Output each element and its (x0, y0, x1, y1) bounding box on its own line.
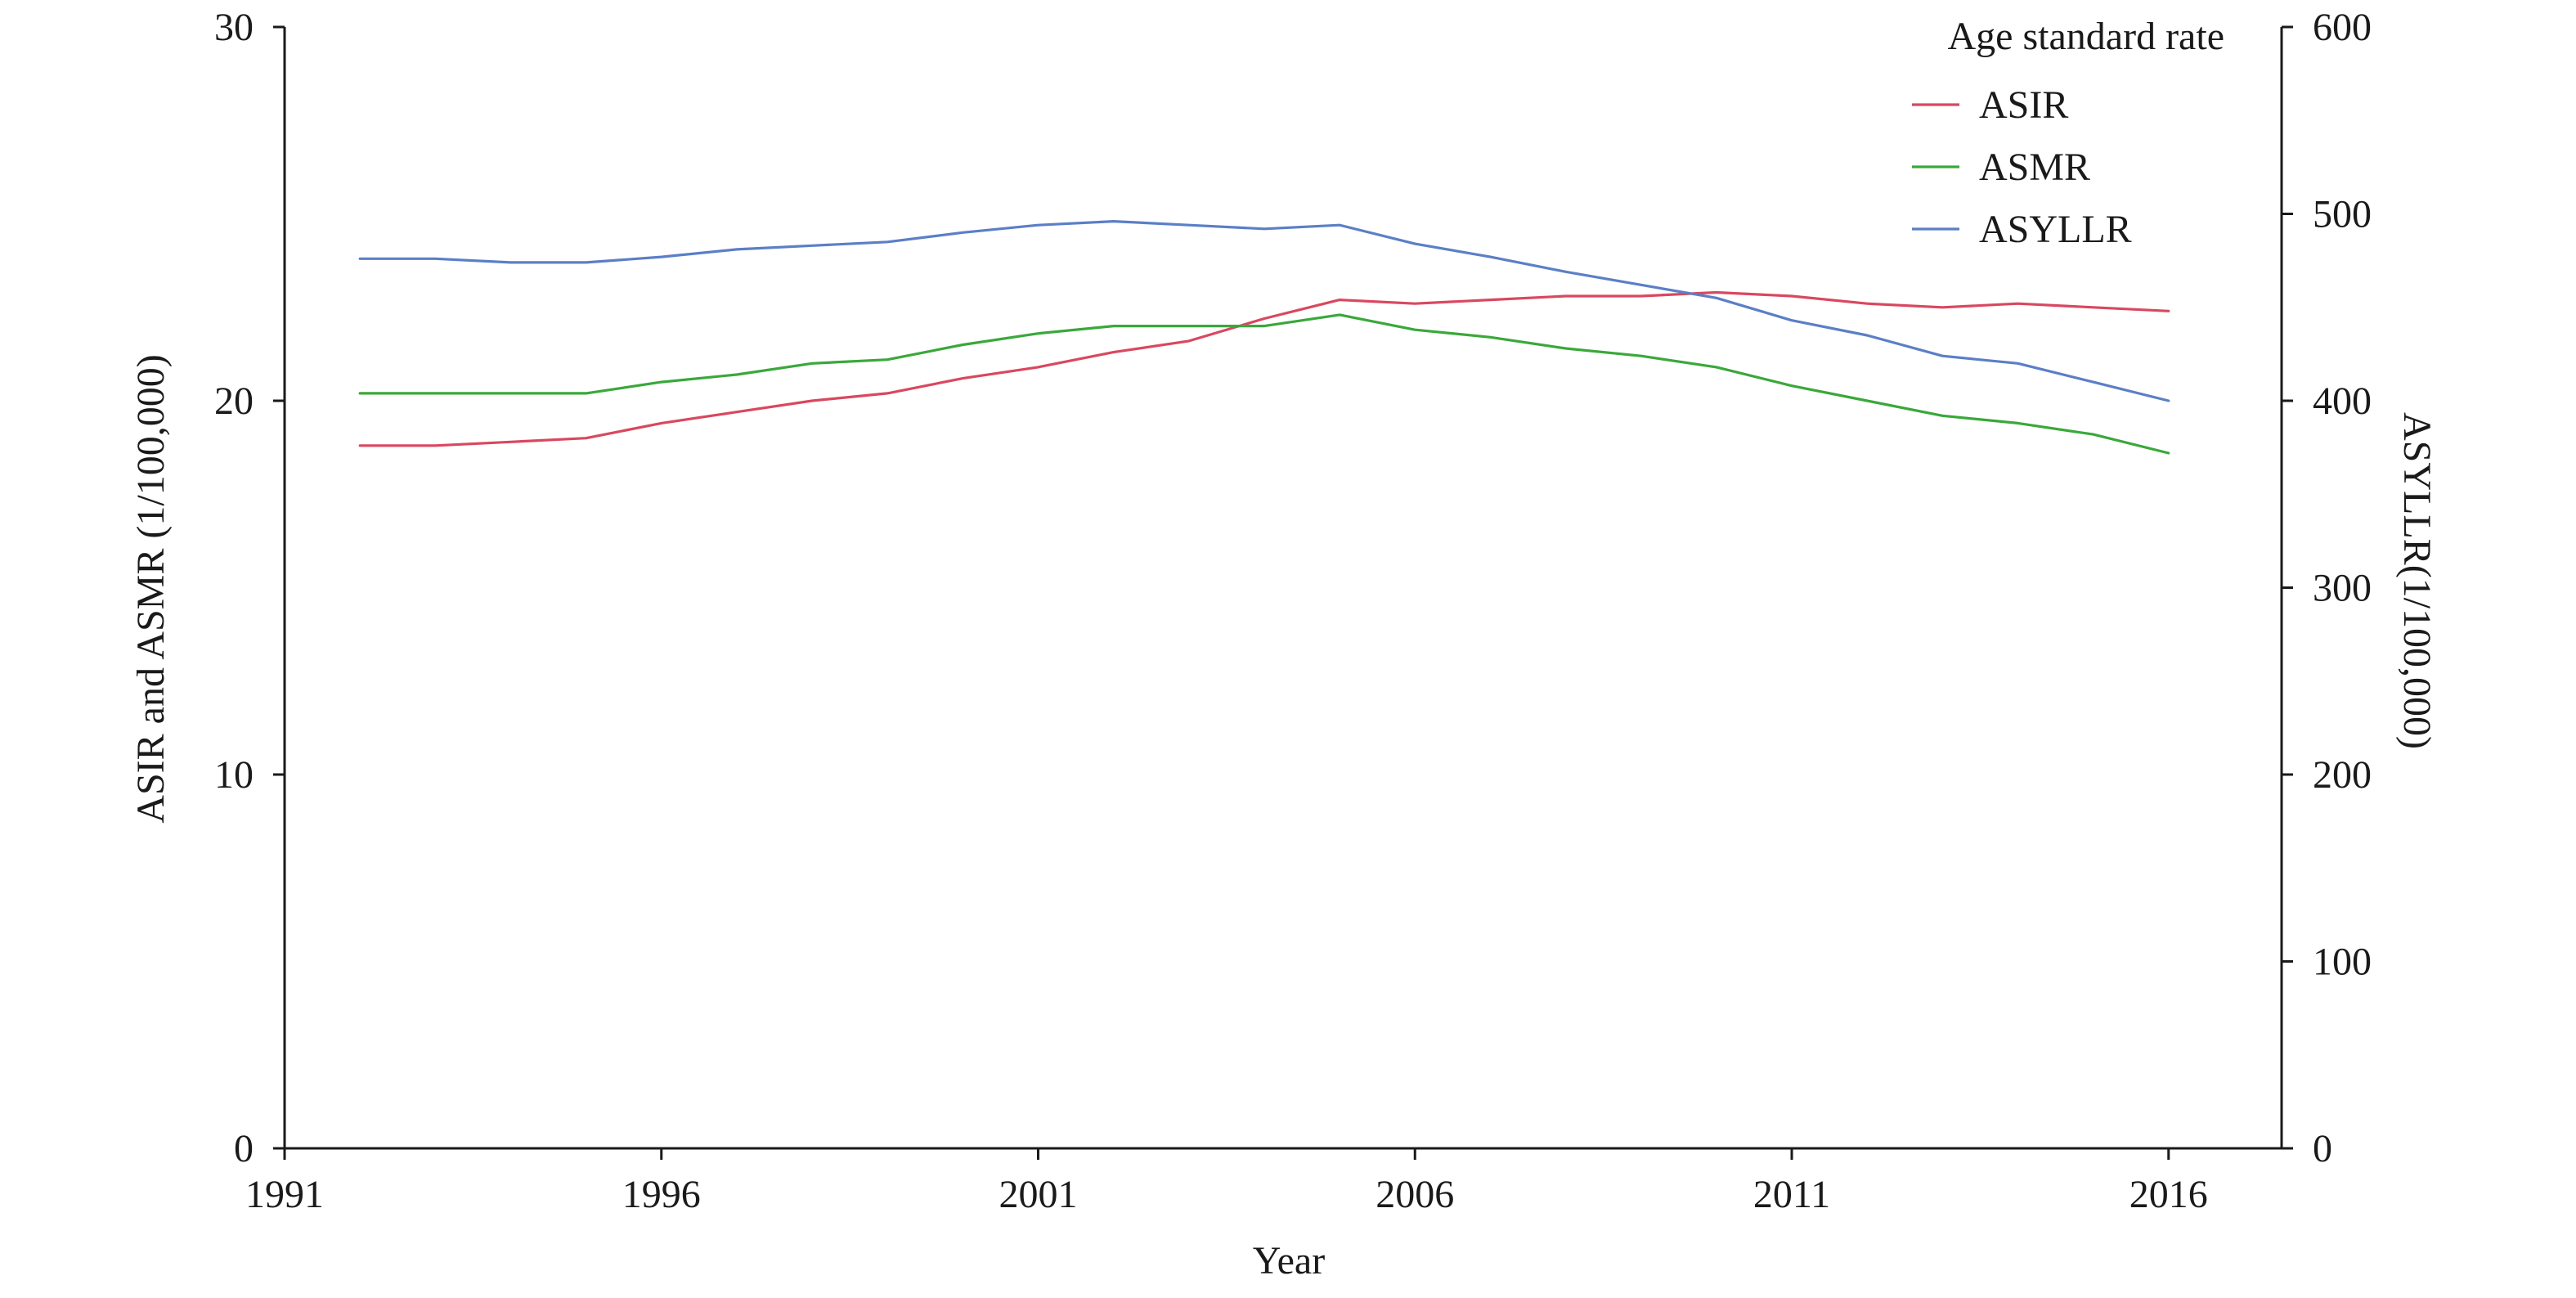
y-left-tick-label: 30 (214, 6, 254, 49)
x-tick-label: 2006 (1376, 1173, 1454, 1216)
y-right-axis-title: ASYLLR(1/100,000) (2395, 412, 2439, 749)
legend-label-asyllr: ASYLLR (1979, 208, 2132, 251)
y-right-tick-label: 600 (2313, 6, 2372, 49)
y-left-tick-label: 10 (214, 753, 254, 797)
series-line-asir (358, 290, 2170, 447)
axes: 1991 1996 2001 2006 2011 20160102030010020030… (214, 6, 2372, 1216)
y-left-tick-label: 0 (234, 1127, 254, 1170)
x-tick-label: 2016 (2129, 1173, 2208, 1216)
series-line-asyllr (358, 220, 2170, 402)
y-right-tick-label: 300 (2313, 567, 2372, 610)
y-right-tick-label: 400 (2313, 380, 2372, 423)
legend-label-asir: ASIR (1979, 83, 2068, 127)
series-line-asmr (358, 313, 2170, 455)
y-right-tick-label: 100 (2313, 941, 2372, 984)
x-tick-label: 1991 (245, 1173, 324, 1216)
legend-title: Age standard rate (1947, 15, 2224, 58)
x-tick-label: 2001 (999, 1173, 1078, 1216)
y-right-tick-label: 200 (2313, 753, 2372, 797)
y-left-tick-label: 20 (214, 380, 254, 423)
x-tick-label: 2011 (1753, 1173, 1830, 1216)
x-tick-label: 1996 (622, 1173, 701, 1216)
x-axis-title: Year (1253, 1239, 1325, 1282)
legend: Age standard rate ASIR ASMR ASYLLR (1912, 15, 2224, 251)
y-right-tick-label: 500 (2313, 193, 2372, 236)
y-right-tick-label: 0 (2313, 1127, 2332, 1170)
series-layer (358, 220, 2170, 455)
legend-label-asmr: ASMR (1979, 146, 2090, 189)
y-left-axis-title: ASIR and ASMR (1/100,000) (129, 354, 173, 823)
